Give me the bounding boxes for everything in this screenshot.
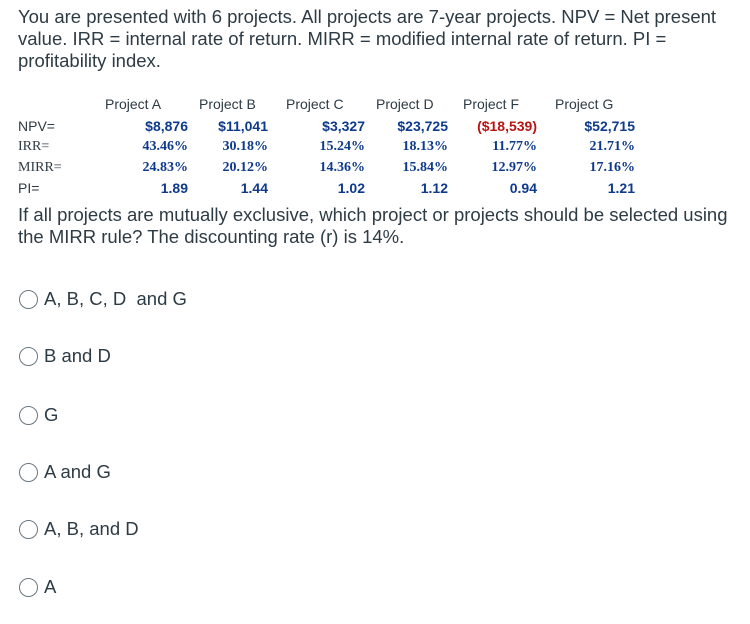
mirr-d: 15.84% (402, 160, 449, 175)
mirr-b: 20.12% (222, 160, 269, 175)
question-prompt: If all projects are mutually exclusive, … (18, 204, 728, 247)
npv-f: ($18,539) (477, 118, 537, 134)
header-project-d: Project D (376, 96, 434, 112)
npv-g: $52,715 (584, 118, 635, 134)
row-label-irr: IRR= (18, 139, 50, 154)
option-label: B and D (44, 345, 111, 366)
pi-d: 1.12 (420, 180, 448, 196)
header-project-c: Project C (286, 96, 344, 112)
pi-f: 0.94 (509, 180, 537, 196)
header-project-a: Project A (105, 96, 162, 112)
irr-b: 30.18% (222, 139, 269, 154)
npv-d: $23,725 (397, 118, 448, 134)
row-label-npv: NPV= (18, 118, 55, 134)
radio-button[interactable] (19, 289, 38, 309)
mirr-a: 24.83% (142, 160, 189, 175)
option-label: A, B, and D (44, 518, 139, 539)
option-label: G (44, 404, 59, 425)
pi-a: 1.89 (160, 180, 188, 196)
mirr-g: 17.16% (589, 160, 636, 175)
header-project-g: Project G (555, 96, 614, 112)
mirr-c: 14.36% (319, 160, 366, 175)
npv-b: $11,041 (218, 118, 268, 134)
radio-button[interactable] (19, 346, 38, 366)
answer-option-2[interactable]: B and D (19, 345, 111, 367)
radio-button[interactable] (19, 462, 38, 482)
irr-g: 21.71% (589, 139, 636, 154)
question-intro: You are presented with 6 projects. All p… (18, 6, 717, 71)
irr-f: 11.77% (492, 139, 537, 154)
mirr-f: 12.97% (491, 160, 538, 175)
radio-button[interactable] (19, 405, 38, 425)
answer-option-5[interactable]: A, B, and D (19, 518, 139, 540)
pi-b: 1.44 (240, 180, 268, 196)
pi-g: 1.21 (607, 180, 635, 196)
answer-option-6[interactable]: A (19, 576, 56, 598)
header-project-b: Project B (199, 96, 256, 112)
pi-c: 1.02 (337, 180, 365, 196)
irr-c: 15.24% (319, 139, 366, 154)
option-label: A and G (44, 461, 111, 482)
npv-a: $8,876 (145, 118, 188, 134)
row-label-mirr: MIRR= (18, 160, 62, 175)
option-label: A (44, 576, 57, 597)
row-label-pi: PI= (18, 180, 40, 196)
irr-a: 43.46% (142, 139, 189, 154)
npv-c: $3,327 (322, 118, 365, 134)
irr-d: 18.13% (402, 139, 449, 154)
answer-option-1[interactable]: A, B, C, D and G (19, 288, 187, 310)
option-label: A, B, C, D and G (44, 288, 187, 309)
answer-option-4[interactable]: A and G (19, 461, 111, 483)
header-project-f: Project F (463, 96, 520, 112)
radio-button[interactable] (19, 577, 38, 597)
answer-option-3[interactable]: G (19, 404, 58, 426)
radio-button[interactable] (19, 519, 38, 539)
